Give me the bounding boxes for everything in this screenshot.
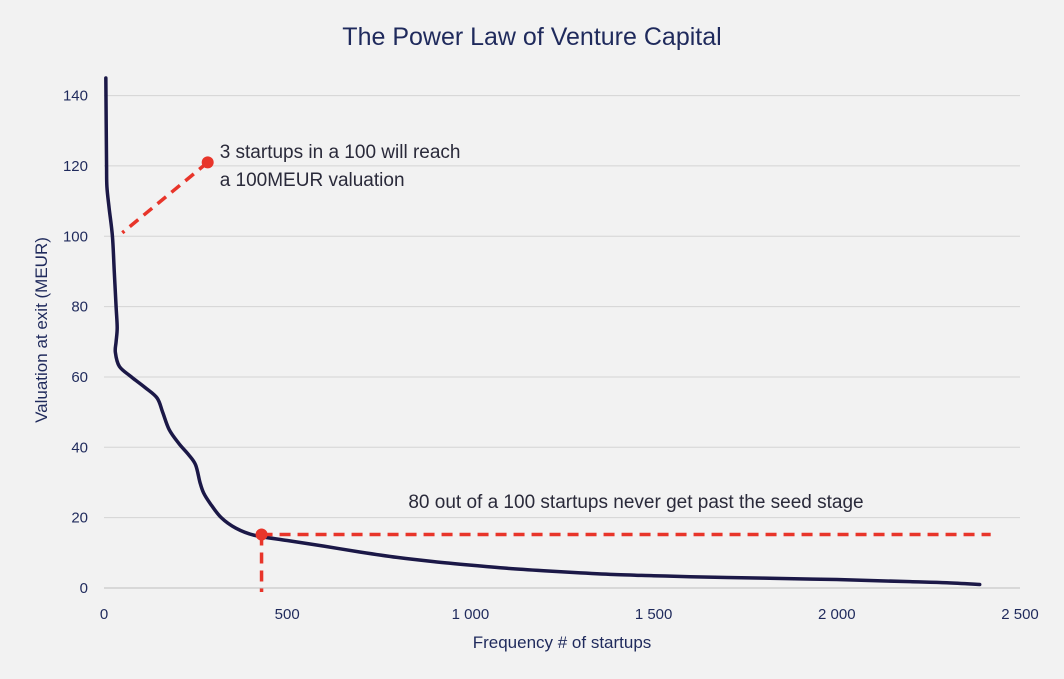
y-axis-label: Valuation at exit (MEUR)	[32, 237, 51, 423]
series-layer	[104, 76, 982, 587]
annotation-marker	[201, 156, 214, 169]
x-tick-label: 2 000	[818, 606, 856, 623]
x-tick-label: 1 000	[452, 606, 490, 623]
annotation-marker	[255, 528, 268, 541]
grid-lines	[104, 95, 1020, 519]
y-tick-label: 20	[71, 510, 88, 527]
y-tick-label: 100	[63, 228, 88, 245]
chart-title: The Power Law of Venture Capital	[342, 23, 721, 51]
x-tick-label: 0	[100, 606, 108, 623]
x-axis-label: Frequency # of startups	[473, 633, 652, 652]
annotation-text: 80 out of a 100 startups never get past …	[408, 492, 863, 513]
x-tick-label: 1 500	[635, 606, 673, 623]
annotation-layer: 3 startups in a 100 will reach a 100MEUR …	[121, 142, 991, 592]
x-tick-label: 500	[275, 606, 300, 623]
y-tick-label: 0	[80, 580, 88, 597]
y-tick-label: 40	[71, 439, 88, 456]
axes: 0 20 40 60 80 100 120 140 0 500 1 000 1 500 2 000 2 5…	[63, 88, 1039, 623]
annotation-text: 3 startups in a 100 will reach	[220, 142, 461, 163]
annotation-text: a 100MEUR valuation	[220, 170, 405, 191]
annotation-leader-line	[121, 161, 209, 235]
y-tick-label: 80	[71, 299, 88, 316]
x-tick-label: 2 500	[1001, 606, 1039, 623]
y-tick-label: 60	[71, 369, 88, 386]
y-tick-label: 120	[63, 158, 88, 175]
series-line	[104, 76, 982, 587]
y-tick-label: 140	[63, 88, 88, 105]
